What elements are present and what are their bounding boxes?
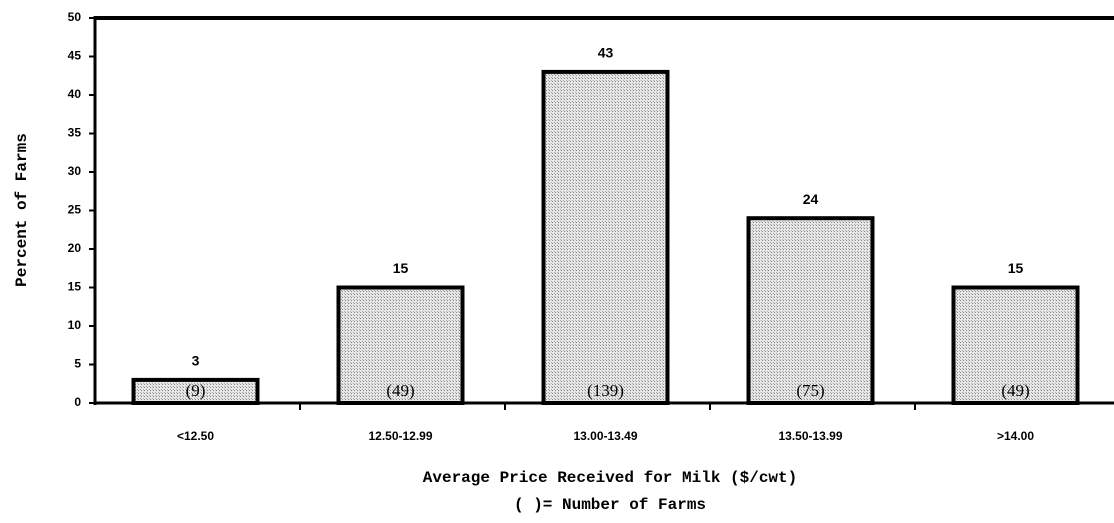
y-axis-label: Percent of Farms [13, 133, 31, 287]
y-tick-label: 0 [74, 395, 81, 409]
x-tick-label: 13.50-13.99 [778, 429, 842, 443]
count-label: (49) [1001, 381, 1029, 400]
y-tick-label: 15 [68, 280, 82, 294]
value-label: 3 [192, 353, 200, 369]
y-tick-label: 45 [68, 49, 82, 63]
x-axis-label: Average Price Received for Milk ($/cwt) [423, 469, 797, 487]
count-label: (139) [587, 381, 624, 400]
bar [541, 69, 670, 406]
x-tick-label: 12.50-12.99 [368, 429, 432, 443]
count-label: (75) [796, 381, 824, 400]
y-tick-label: 20 [68, 241, 82, 255]
count-label: (9) [186, 381, 206, 400]
y-tick-label: 25 [68, 203, 82, 217]
x-tick-label: 13.00-13.49 [573, 429, 637, 443]
count-label: (49) [386, 381, 414, 400]
x-note: ( )= Number of Farms [514, 496, 706, 514]
value-label: 43 [598, 45, 614, 61]
y-tick-label: 40 [68, 87, 82, 101]
x-tick-label: >14.00 [997, 429, 1034, 443]
value-label: 24 [803, 191, 819, 207]
y-tick-label: 5 [74, 357, 81, 371]
y-tick-label: 35 [68, 126, 82, 140]
x-tick-label: <12.50 [177, 429, 214, 443]
bar [131, 377, 260, 405]
y-tick-label: 30 [68, 164, 82, 178]
y-tick-label: 50 [68, 10, 82, 24]
y-tick-label: 10 [68, 318, 82, 332]
bar [746, 216, 875, 405]
bar [951, 285, 1080, 405]
value-label: 15 [393, 260, 409, 276]
value-label: 15 [1008, 260, 1024, 276]
bar [336, 285, 465, 405]
